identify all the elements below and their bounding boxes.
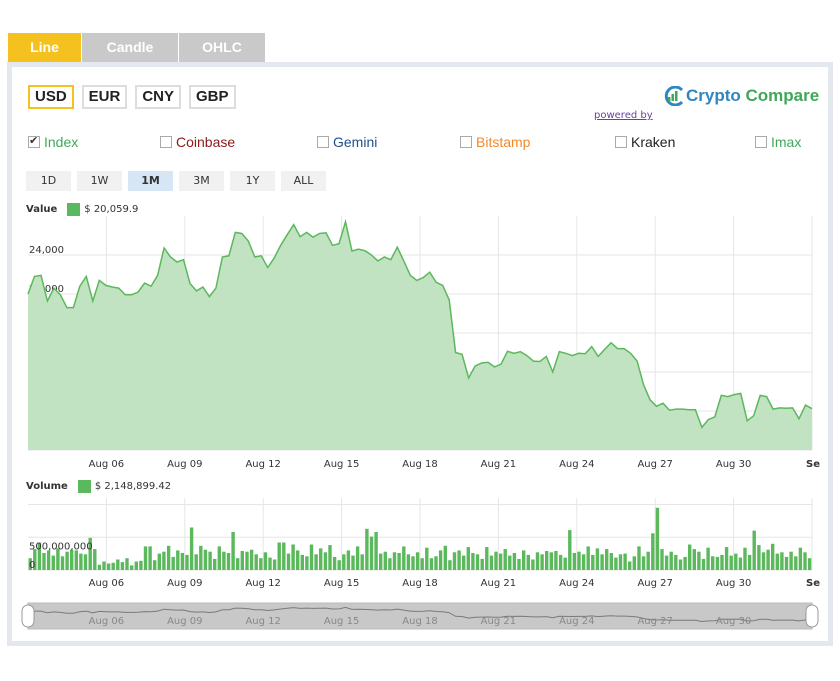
exchange-index-checkbox[interactable]: Index: [28, 134, 78, 150]
range-1m-button[interactable]: 1M: [128, 171, 173, 191]
range-1y-button[interactable]: 1Y: [230, 171, 275, 191]
chart-type-tabs: Line Candle OHLC: [8, 33, 266, 62]
volume-legend-swatch: [77, 480, 91, 493]
exchange-label: Imax: [771, 134, 802, 150]
exchange-bitstamp-checkbox[interactable]: Bitstamp: [460, 134, 530, 150]
chart-panel: [7, 62, 833, 646]
checkbox-icon[interactable]: [755, 136, 767, 148]
checkbox-icon[interactable]: [160, 136, 172, 148]
exchange-label: Gemini: [333, 134, 378, 150]
range-1d-button[interactable]: 1D: [26, 171, 71, 191]
currency-usd-button[interactable]: USD: [28, 85, 74, 109]
currency-selector: USD EUR CNY GBP: [28, 85, 244, 109]
logo-text-crypto: Crypto: [686, 86, 741, 105]
volume-legend-label: Volume: [26, 481, 68, 492]
range-all-button[interactable]: ALL: [281, 171, 326, 191]
time-range-selector: 1D 1W 1M 3M 1Y ALL: [26, 171, 332, 191]
value-legend-swatch: [67, 203, 81, 216]
value-legend-label: Value: [26, 204, 58, 215]
range-1w-button[interactable]: 1W: [77, 171, 122, 191]
checkbox-icon[interactable]: [28, 134, 40, 148]
exchange-kraken-checkbox[interactable]: Kraken: [615, 134, 675, 150]
checkbox-icon[interactable]: [460, 136, 472, 148]
checkbox-icon[interactable]: [317, 136, 329, 148]
tab-line[interactable]: Line: [8, 33, 81, 62]
volume-legend: Volume $ 2,148,899.42: [26, 480, 171, 493]
range-3m-button[interactable]: 3M: [179, 171, 224, 191]
value-legend: Value $ 20,059.9: [26, 203, 138, 216]
exchange-coinbase-checkbox[interactable]: Coinbase: [160, 134, 235, 150]
cryptocompare-logo[interactable]: Crypto Compare: [660, 86, 819, 106]
cryptocompare-logo-icon: [664, 86, 684, 106]
tab-ohlc[interactable]: OHLC: [179, 33, 265, 62]
exchange-imax-checkbox[interactable]: Imax: [755, 134, 801, 150]
currency-eur-button[interactable]: EUR: [81, 85, 128, 109]
exchange-label: Kraken: [631, 134, 676, 150]
exchange-label: Coinbase: [176, 134, 236, 150]
value-legend-amount: $ 20,059.9: [84, 204, 139, 215]
exchange-label: Index: [44, 134, 79, 150]
powered-by-link[interactable]: powered by: [594, 110, 653, 121]
checkbox-icon[interactable]: [615, 136, 627, 148]
exchange-gemini-checkbox[interactable]: Gemini: [317, 134, 377, 150]
exchange-label: Bitstamp: [476, 134, 531, 150]
tab-candle[interactable]: Candle: [82, 33, 178, 62]
currency-gbp-button[interactable]: GBP: [189, 85, 236, 109]
currency-cny-button[interactable]: CNY: [135, 85, 182, 109]
volume-legend-amount: $ 2,148,899.42: [94, 481, 172, 492]
logo-text-compare: Compare: [745, 86, 820, 105]
